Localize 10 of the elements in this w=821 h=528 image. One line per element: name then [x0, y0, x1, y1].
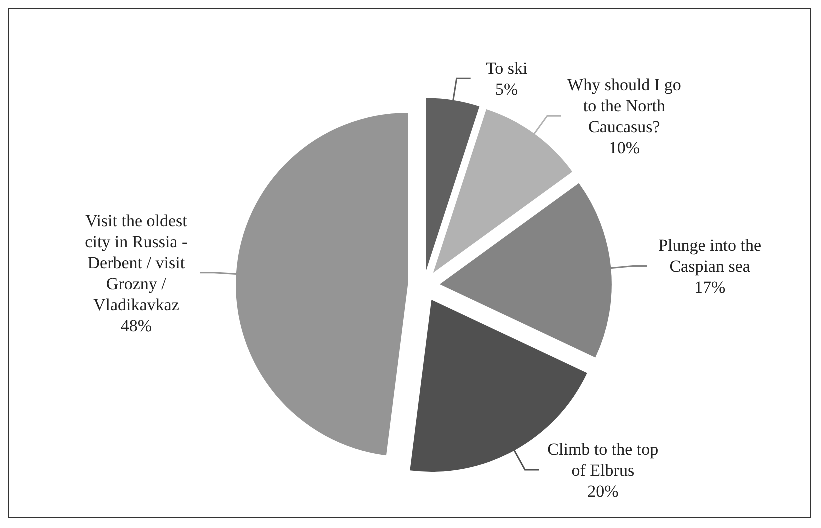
data-label: 20% [588, 482, 619, 502]
data-label: 17% [694, 278, 726, 298]
slice-label: Visit the oldest city in Russia - Derbent / visit Grozny / Vladikavkaz [85, 211, 188, 314]
data-label: 48% [120, 316, 152, 336]
data-label: 5% [496, 80, 518, 100]
legend-label: Plunge into the Caspian sea [658, 236, 762, 276]
slice-label: Why should I go to the North Caucasus? [568, 76, 682, 137]
slice-label: To ski [486, 59, 528, 78]
slice-label: Climb to the top of Elbrus [548, 440, 659, 480]
data-label: 10% [608, 138, 640, 158]
